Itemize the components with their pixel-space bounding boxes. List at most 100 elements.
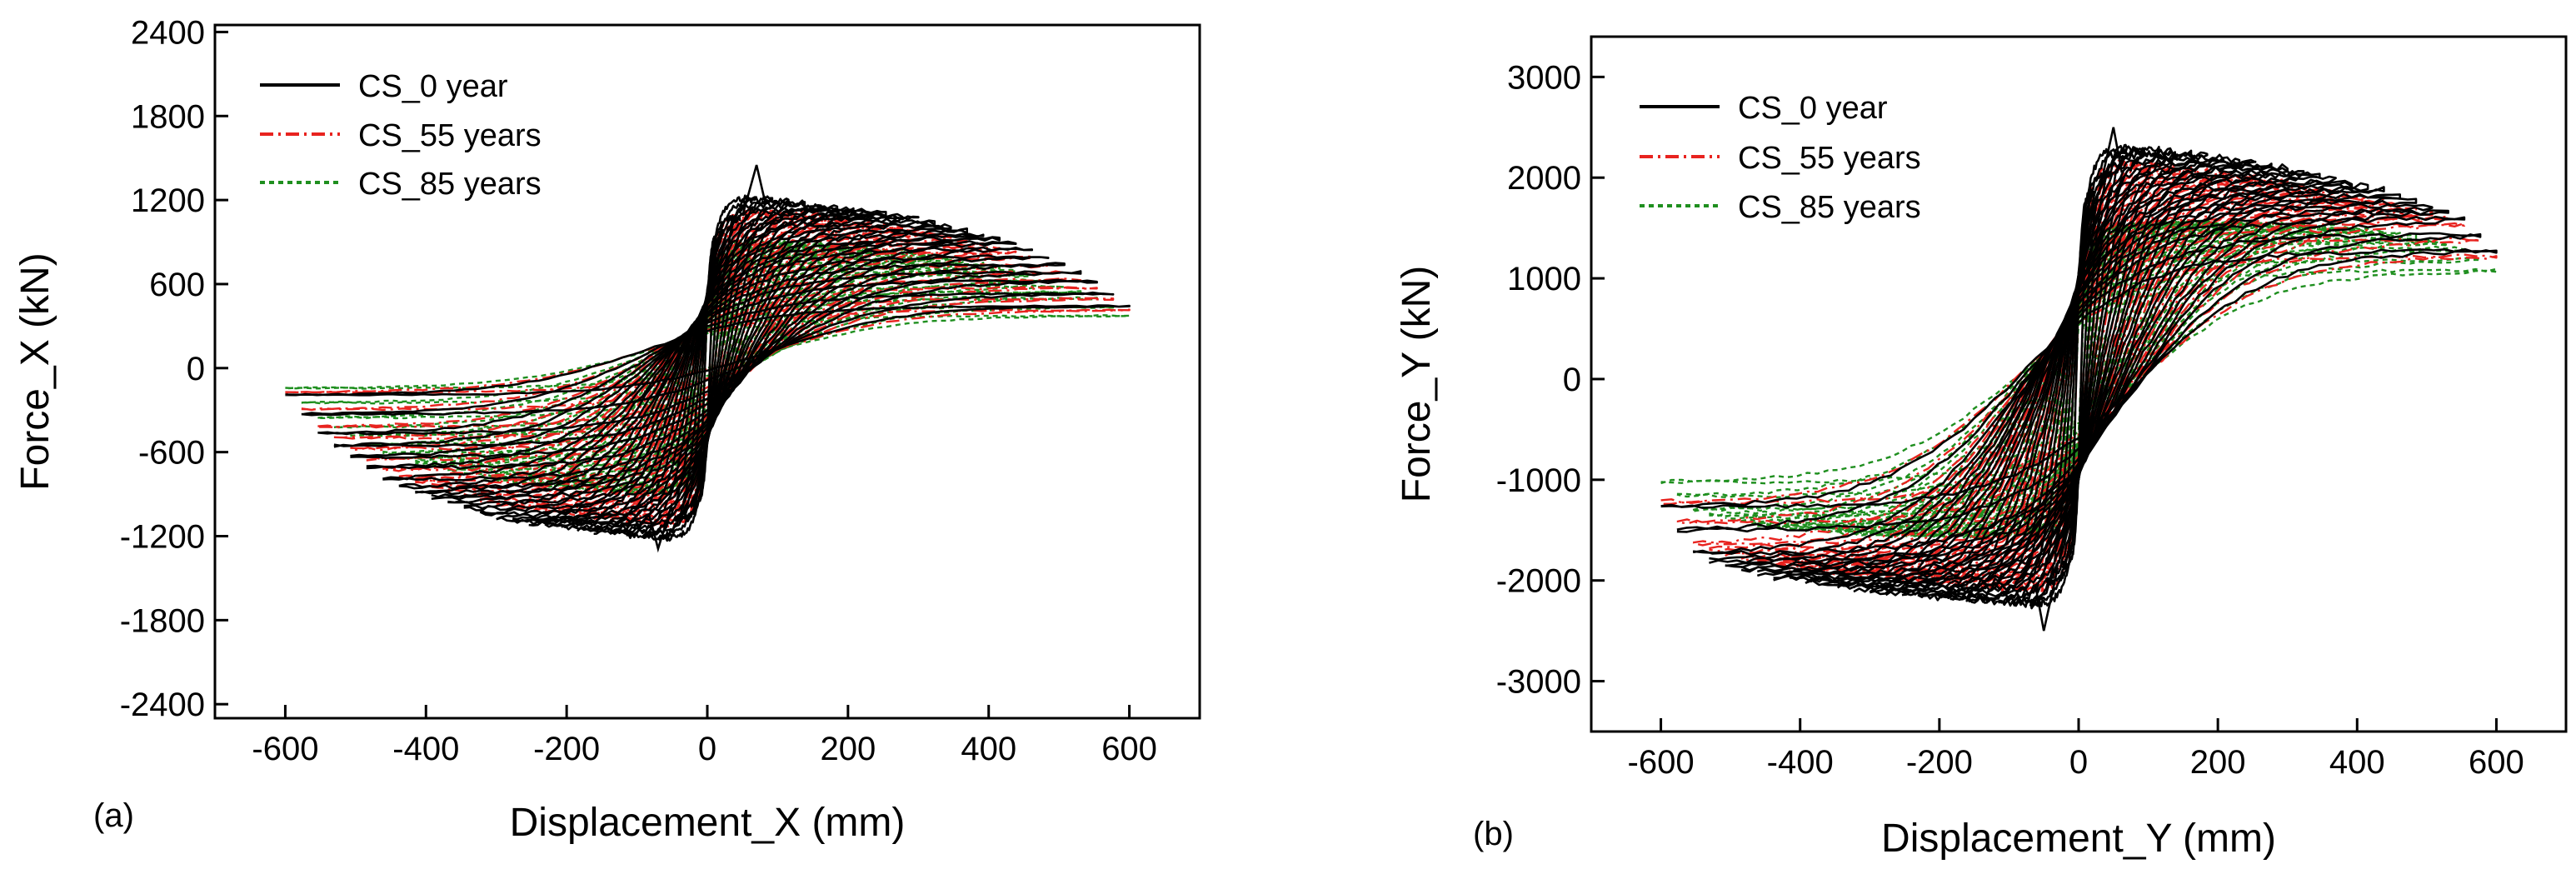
x-tick-label-a-0: -600: [252, 731, 318, 767]
loop-a-s0-25: [285, 304, 1131, 397]
x-tick-label-a-4: 200: [820, 731, 876, 767]
y-tick-label-b-4: 1000: [1507, 261, 1581, 297]
loop-b-s1-24: [1676, 237, 2482, 525]
loop-a-s0-3: [642, 195, 774, 541]
panel-label-a: (a): [93, 797, 134, 834]
loop-b-s1-11: [1885, 176, 2273, 582]
loop-a-s2-17: [414, 265, 1001, 465]
x-axis-label-b: Displacement_Y (mm): [1881, 817, 2276, 861]
y-tick-label-a-6: 1200: [131, 182, 205, 219]
loop-b-s2-20: [1740, 233, 2418, 524]
x-tick-label-b-2: -200: [1906, 744, 1973, 781]
x-tick-label-b-4: 200: [2190, 744, 2246, 781]
loop-b-s0-16: [1805, 178, 2354, 587]
y-tick-label-b-1: -2000: [1496, 563, 1581, 600]
loop-a-s2-14: [463, 255, 952, 477]
loop-b-s0-23: [1692, 215, 2466, 556]
loop-b-s0-24: [1676, 232, 2482, 533]
loop-a-s0-12: [496, 215, 920, 522]
loop-a-s2-25: [285, 314, 1131, 390]
loop-a-s0-13: [479, 218, 936, 517]
panel-b-legend: CS_0 year CS_55 years CS_85 years: [1640, 91, 1921, 225]
panel-label-b: (b): [1473, 816, 1514, 852]
legend-label-cs-55-years-a: CS_55 years: [358, 118, 542, 153]
y-tick-label-b-2: -1000: [1496, 462, 1581, 499]
x-tick-label-b-6: 600: [2469, 744, 2524, 781]
loop-b-s1-23: [1692, 222, 2466, 547]
x-axis-label-a: Displacement_X (mm): [510, 801, 906, 845]
x-tick-label-a-2: -200: [533, 731, 600, 767]
loop-a-s0-23: [317, 278, 1098, 436]
x-tick-label-b-3: 0: [2069, 744, 2088, 781]
loop-b-s0-11: [1885, 161, 2273, 597]
x-tick-label-b-0: -600: [1628, 744, 1695, 781]
peak-spike-a: [648, 164, 766, 553]
y-tick-label-b-5: 2000: [1507, 160, 1581, 197]
loop-a-s0-22: [333, 270, 1082, 448]
loop-a-s2-18: [398, 268, 1017, 462]
loop-b-s1-16: [1805, 190, 2354, 574]
loop-b-s0-25: [1660, 247, 2498, 509]
y-tick-label-b-6: 3000: [1507, 59, 1581, 96]
loop-b-s2-7: [1949, 219, 2209, 539]
loop-a-s0-17: [415, 235, 1001, 496]
panel-b-series: [1660, 127, 2498, 632]
legend-label-cs-85-years-a: CS_85 years: [358, 167, 542, 202]
loop-b-s2-21: [1725, 237, 2434, 521]
panel-b: -600 -400 -200 0 200 400 600-3000-2000-1000010…: [1395, 35, 2568, 861]
loop-a-s0-6: [593, 202, 822, 535]
loop-a-s0-18: [398, 240, 1017, 490]
x-tick-label-a-3: 0: [698, 731, 716, 767]
loop-a-s2-21: [350, 284, 1066, 438]
legend-label-cs-0-year-b: CS_0 year: [1738, 91, 1888, 126]
loop-a-s0-14: [463, 222, 952, 512]
loop-b-s0-21: [1725, 202, 2434, 569]
loop-b-s0-22: [1709, 208, 2449, 564]
loop-a-s1-25: [285, 308, 1131, 394]
peak-spike-b: [2034, 127, 2124, 632]
loop-b-s0-17: [1789, 182, 2369, 583]
loop-b-s0-7: [1949, 151, 2209, 603]
x-tick-label-a-1: -400: [392, 731, 459, 767]
panel-a-legend: CS_0 year CS_55 years CS_85 years: [260, 69, 542, 202]
loop-b-s0-18: [1773, 186, 2385, 582]
panel-b-ticks: -600 -400 -200 0 200 400 600-3000-2000-1000010…: [1496, 59, 2524, 781]
y-tick-label-a-3: -600: [138, 435, 205, 472]
y-axis-label-b: Force_Y (kN): [1395, 266, 1439, 503]
loop-b-s0-13: [1853, 167, 2305, 593]
loop-a-s0-21: [350, 262, 1066, 459]
loop-b-s0-12: [1869, 163, 2289, 596]
legend-label-cs-55-years-b: CS_55 years: [1738, 141, 1921, 176]
loop-b-s0-19: [1756, 192, 2401, 577]
x-tick-label-b-1: -400: [1767, 744, 1834, 781]
loop-a-s1-2: [657, 207, 757, 528]
y-tick-label-b-3: 0: [1563, 362, 1581, 398]
y-tick-label-a-2: -1200: [120, 518, 205, 555]
x-tick-label-a-5: 400: [961, 731, 1016, 767]
loop-a-s2-9: [544, 246, 871, 488]
loop-a-s1-18: [398, 250, 1017, 480]
loop-a-s0-8: [561, 206, 855, 531]
loop-b-s0-20: [1740, 197, 2418, 573]
loop-a-s1-20: [366, 262, 1050, 462]
legend-label-cs-0-year-a: CS_0 year: [358, 69, 508, 104]
loop-a-s0-10: [527, 209, 887, 527]
loop-a-s1-23: [317, 286, 1098, 429]
loop-a-s1-24: [301, 297, 1115, 412]
loop-a-s0-15: [447, 227, 968, 506]
series-a-cs-0-year: [285, 194, 1131, 542]
y-tick-label-a-1: -1800: [120, 602, 205, 639]
x-tick-label-b-5: 400: [2329, 744, 2385, 781]
loop-b-s0-10: [1901, 158, 2257, 597]
y-tick-label-a-7: 1800: [131, 98, 205, 135]
loop-a-s0-5: [609, 199, 806, 537]
y-axis-label-a: Force_X (kN): [13, 252, 57, 490]
x-tick-label-a-6: 600: [1101, 731, 1157, 767]
y-tick-label-a-0: -2400: [120, 687, 205, 723]
loop-a-s0-24: [301, 291, 1115, 417]
y-tick-label-a-5: 600: [149, 267, 205, 303]
y-tick-label-a-4: 0: [187, 351, 205, 387]
panel-a-series: [285, 164, 1131, 553]
